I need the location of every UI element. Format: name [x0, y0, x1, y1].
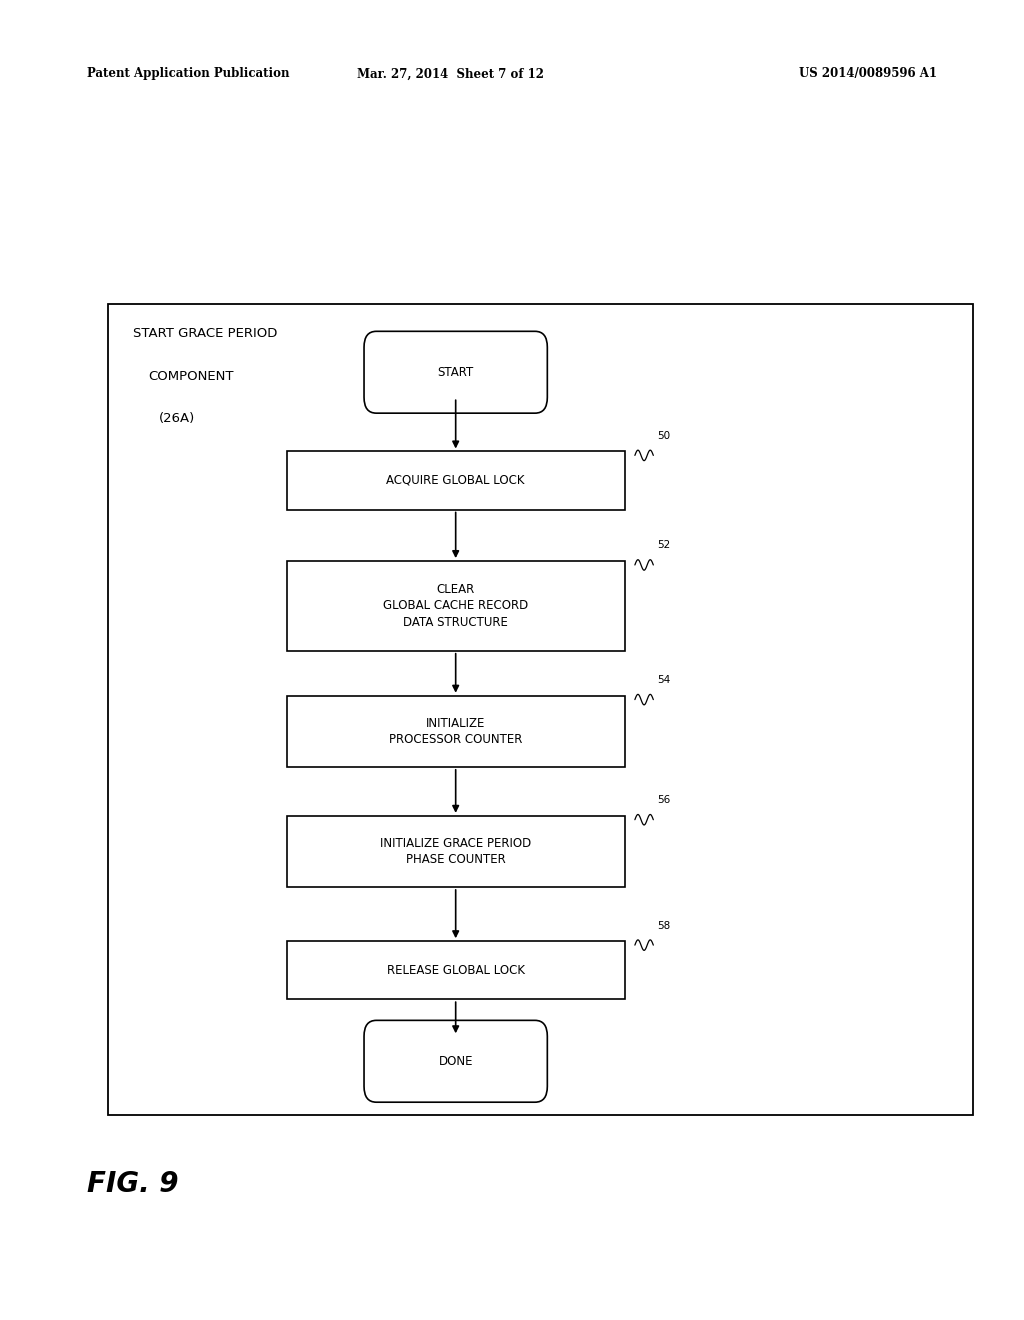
Bar — [287, 561, 625, 651]
Bar — [287, 451, 625, 510]
Bar — [287, 696, 625, 767]
Text: 54: 54 — [657, 675, 671, 685]
FancyBboxPatch shape — [365, 1020, 547, 1102]
Text: 56: 56 — [657, 795, 671, 805]
Text: Mar. 27, 2014  Sheet 7 of 12: Mar. 27, 2014 Sheet 7 of 12 — [357, 67, 544, 81]
Text: INITIALIZE
PROCESSOR COUNTER: INITIALIZE PROCESSOR COUNTER — [389, 717, 522, 746]
Text: RELEASE GLOBAL LOCK: RELEASE GLOBAL LOCK — [387, 964, 524, 977]
Text: CLEAR
GLOBAL CACHE RECORD
DATA STRUCTURE: CLEAR GLOBAL CACHE RECORD DATA STRUCTURE — [383, 583, 528, 628]
Text: COMPONENT: COMPONENT — [148, 370, 233, 383]
Text: 52: 52 — [657, 540, 671, 550]
Text: 58: 58 — [657, 920, 671, 931]
Text: 50: 50 — [657, 430, 671, 441]
Text: START GRACE PERIOD: START GRACE PERIOD — [133, 327, 278, 341]
Text: ACQUIRE GLOBAL LOCK: ACQUIRE GLOBAL LOCK — [386, 474, 525, 487]
Text: FIG. 9: FIG. 9 — [87, 1170, 178, 1199]
Bar — [287, 816, 625, 887]
Text: Patent Application Publication: Patent Application Publication — [87, 67, 290, 81]
Text: START: START — [437, 366, 474, 379]
Bar — [108, 304, 973, 1115]
Bar — [287, 941, 625, 999]
Text: INITIALIZE GRACE PERIOD
PHASE COUNTER: INITIALIZE GRACE PERIOD PHASE COUNTER — [380, 837, 531, 866]
Text: US 2014/0089596 A1: US 2014/0089596 A1 — [799, 67, 937, 81]
Text: DONE: DONE — [438, 1055, 473, 1068]
FancyBboxPatch shape — [365, 331, 547, 413]
Text: (26A): (26A) — [159, 412, 195, 425]
